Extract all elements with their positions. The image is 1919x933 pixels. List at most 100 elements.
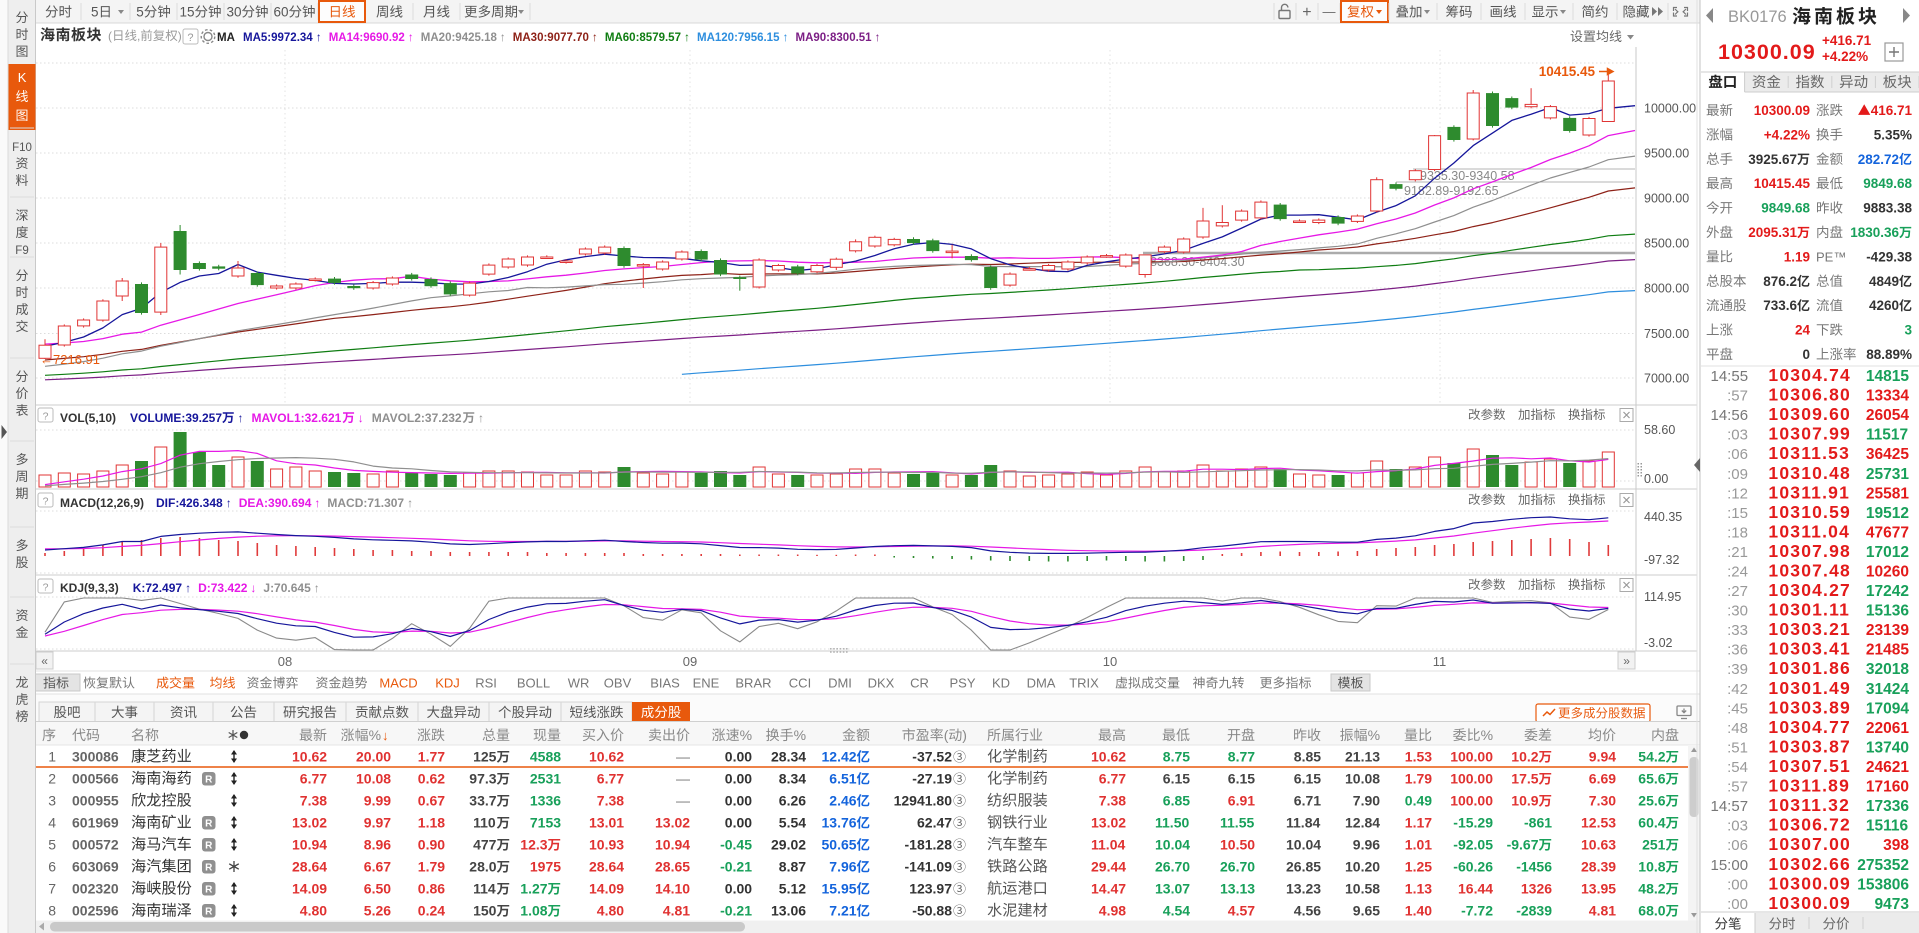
svg-text:26054: 26054	[1866, 407, 1909, 424]
svg-text:7000.00: 7000.00	[1644, 372, 1689, 386]
svg-text:17094: 17094	[1866, 700, 1909, 717]
svg-text::00: :00	[1727, 876, 1748, 893]
svg-text:5: 5	[91, 5, 99, 20]
svg-text:10415.45: 10415.45	[1754, 176, 1811, 191]
svg-text:14.47: 14.47	[1091, 881, 1126, 897]
svg-text:10311.91: 10311.91	[1768, 482, 1850, 502]
svg-text:-27.19: -27.19	[912, 771, 952, 787]
svg-text:3925.67: 3925.67	[1748, 152, 1797, 167]
svg-text:275352: 275352	[1857, 857, 1909, 874]
svg-text:0.00: 0.00	[1644, 472, 1668, 486]
svg-text:7.30: 7.30	[1589, 793, 1616, 809]
svg-text:13.06: 13.06	[771, 903, 806, 919]
svg-text:MA60:8579.57: MA60:8579.57	[605, 32, 681, 44]
svg-text:6.77: 6.77	[300, 771, 327, 787]
svg-text:0.00: 0.00	[725, 793, 752, 809]
svg-text:1.13: 1.13	[1405, 881, 1432, 897]
svg-text:-2839: -2839	[1516, 903, 1552, 919]
svg-text:?: ?	[187, 32, 193, 44]
svg-text:13.02: 13.02	[1091, 815, 1126, 831]
svg-text:17336: 17336	[1866, 798, 1909, 815]
svg-text:10306.72: 10306.72	[1768, 815, 1851, 835]
svg-text:DKX: DKX	[868, 676, 895, 691]
svg-text:K:72.497: K:72.497	[133, 581, 183, 595]
svg-text:10.04: 10.04	[1286, 837, 1321, 853]
svg-text:9849.68: 9849.68	[1761, 201, 1810, 216]
svg-text:10301.49: 10301.49	[1768, 678, 1851, 698]
svg-text:F10: F10	[12, 142, 32, 154]
svg-text:6.50: 6.50	[364, 881, 391, 897]
svg-text:R: R	[205, 775, 213, 786]
svg-text:15:00: 15:00	[1711, 857, 1749, 874]
svg-text:CR: CR	[910, 676, 929, 691]
svg-text:5.54: 5.54	[779, 815, 806, 831]
svg-text:153806: 153806	[1857, 876, 1909, 893]
svg-text:10.04: 10.04	[1155, 837, 1190, 853]
svg-text:10.8: 10.8	[1638, 859, 1665, 875]
svg-text:%: %	[1481, 727, 1493, 743]
svg-text:«: «	[41, 654, 48, 668]
svg-text::39: :39	[1727, 661, 1748, 678]
svg-text:24: 24	[1795, 323, 1811, 338]
svg-text:25731: 25731	[1866, 466, 1909, 483]
svg-text:,: ,	[137, 29, 140, 43]
svg-text:9182.89-9192.65: 9182.89-9192.65	[1404, 184, 1499, 198]
svg-text:58.60: 58.60	[1644, 423, 1675, 437]
svg-text:↑: ↑	[684, 30, 690, 44]
svg-text:MACD:71.307: MACD:71.307	[327, 496, 404, 510]
svg-text:0.62: 0.62	[418, 771, 445, 787]
svg-text:-0.45: -0.45	[720, 837, 752, 853]
svg-text:4260: 4260	[1869, 298, 1899, 313]
svg-text:R: R	[205, 819, 213, 830]
svg-text:6.77: 6.77	[1099, 771, 1126, 787]
svg-text:10: 10	[1103, 654, 1117, 669]
svg-text:↑: ↑	[238, 411, 244, 425]
svg-text:10.58: 10.58	[1345, 881, 1380, 897]
svg-text:-60.26: -60.26	[1453, 859, 1493, 875]
svg-text:-1456: -1456	[1516, 859, 1552, 875]
svg-text:0.00: 0.00	[725, 749, 752, 765]
svg-text:7.38: 7.38	[597, 793, 624, 809]
svg-text:↑: ↑	[314, 581, 320, 595]
svg-text:9.99: 9.99	[364, 793, 391, 809]
svg-text:MA20:9425.18: MA20:9425.18	[421, 32, 498, 44]
svg-text::24: :24	[1727, 564, 1748, 581]
svg-text:0.67: 0.67	[418, 793, 445, 809]
svg-text:7.96: 7.96	[829, 859, 856, 875]
svg-text:↓: ↓	[250, 581, 256, 595]
svg-text:14.10: 14.10	[655, 881, 690, 897]
svg-text:K: K	[18, 70, 27, 85]
svg-text:10303.21: 10303.21	[1768, 619, 1851, 639]
svg-text:17.5: 17.5	[1511, 771, 1538, 787]
svg-text:5: 5	[136, 5, 144, 20]
svg-text:10300.09: 10300.09	[1754, 103, 1810, 118]
svg-text:WR: WR	[568, 676, 590, 691]
svg-text:9.96: 9.96	[1353, 837, 1380, 853]
svg-text:28.65: 28.65	[655, 859, 690, 875]
svg-text:54.2: 54.2	[1638, 749, 1665, 765]
svg-text:0.00: 0.00	[725, 881, 752, 897]
svg-text:6.51: 6.51	[829, 771, 856, 787]
svg-text:DEA:390.694: DEA:390.694	[239, 496, 312, 510]
svg-text:↑: ↑	[875, 30, 881, 44]
svg-text:002320: 002320	[72, 881, 119, 897]
svg-text:15136: 15136	[1866, 603, 1909, 620]
svg-text:10303.87: 10303.87	[1768, 737, 1851, 757]
svg-text:9335.30-9340.58: 9335.30-9340.58	[1420, 169, 1515, 183]
svg-text:0: 0	[1803, 347, 1811, 362]
svg-text:12.53: 12.53	[1581, 815, 1616, 831]
svg-text::21: :21	[1727, 544, 1748, 561]
svg-text:8.96: 8.96	[364, 837, 391, 853]
svg-text:440.35: 440.35	[1644, 510, 1682, 524]
svg-text::42: :42	[1727, 681, 1748, 698]
svg-text:12941.80: 12941.80	[894, 793, 953, 809]
svg-text:28.64: 28.64	[589, 859, 624, 875]
svg-text:47677: 47677	[1866, 524, 1909, 541]
svg-text:+: +	[1302, 4, 1311, 21]
svg-text:125: 125	[473, 749, 497, 765]
svg-text:6.15: 6.15	[1228, 771, 1255, 787]
svg-text:↑: ↑	[407, 496, 413, 510]
svg-text:MA14:9690.92: MA14:9690.92	[329, 32, 405, 44]
svg-text:000566: 000566	[72, 771, 119, 787]
svg-text:32018: 32018	[1866, 661, 1909, 678]
